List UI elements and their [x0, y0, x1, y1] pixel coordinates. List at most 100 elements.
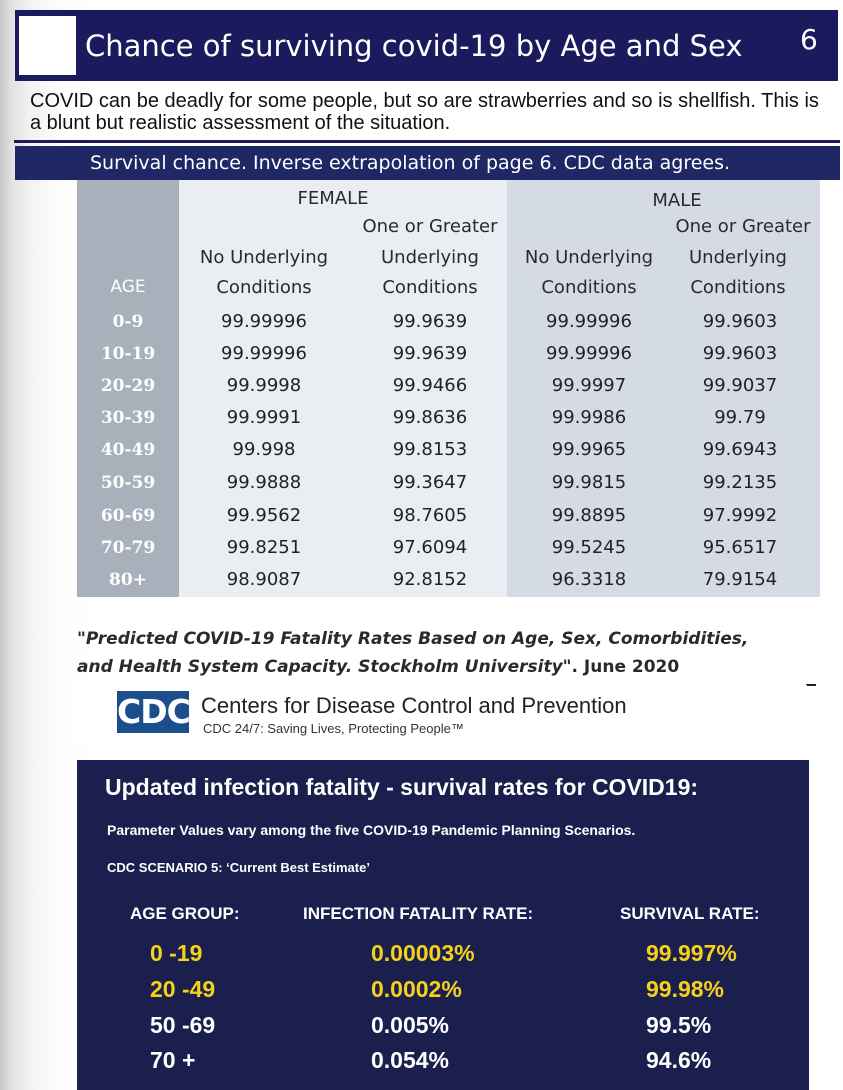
panel-ifr: 0.005%	[371, 1012, 450, 1038]
female-no-underlying-line1: No Underlying	[199, 247, 329, 268]
female-one-or-greater-value: 99.9639	[392, 311, 468, 332]
male-one-or-greater-line2: Underlying	[689, 247, 787, 268]
citation: "Predicted COVID-19 Fatality Rates Based…	[77, 625, 817, 681]
male-no-underlying-line2: Conditions	[541, 277, 637, 298]
intro-text: COVID can be deadly for some people, but…	[30, 90, 819, 134]
citation-source: and Health System Capacity. Stockholm Un…	[77, 657, 572, 677]
female-one-or-greater-line3: Conditions	[382, 277, 478, 298]
age-cell: 30-39	[100, 408, 156, 428]
female-no-underlying-value: 99.9562	[226, 505, 302, 526]
table-row: 60-69 99.9562 98.7605 99.8895 97.9992	[77, 501, 820, 533]
panel-age: 20 -49	[150, 976, 216, 1002]
male-one-or-greater-value: 99.9603	[702, 343, 778, 364]
female-one-or-greater-value: 97.6094	[392, 537, 468, 558]
cdc-survival-panel: Updated infection fatality - survival ra…	[77, 760, 809, 1090]
male-no-underlying-value: 99.99996	[546, 311, 632, 332]
panel-parameter-note: Parameter Values vary among the five COV…	[107, 822, 636, 838]
panel-ifr: 0.0002%	[371, 976, 462, 1002]
male-column-bg	[507, 180, 820, 597]
table-row: 80+ 98.9087 92.8152 96.3318 79.9154	[77, 565, 820, 597]
divider-mark	[806, 684, 816, 686]
male-no-underlying-value: 99.5245	[551, 537, 627, 558]
male-no-underlying-value: 99.9965	[551, 439, 627, 460]
female-no-underlying-value: 99.9991	[226, 407, 302, 428]
female-header: FEMALE	[297, 188, 369, 209]
female-no-underlying-value: 99.8251	[226, 537, 302, 558]
title-bar: Chance of surviving covid-19 by Age and …	[15, 10, 838, 81]
female-no-underlying-value: 99.998	[232, 439, 296, 460]
cdc-logo: CDC	[117, 691, 191, 733]
cdc-banner: CDC Centers for Disease Control and Prev…	[77, 685, 807, 743]
age-cell: 70-79	[100, 538, 156, 558]
male-one-or-greater-value: 99.9037	[702, 375, 778, 396]
age-cell: 50-59	[100, 473, 156, 493]
citation-date: . June 2020	[571, 657, 680, 677]
female-one-or-greater-value: 99.9466	[392, 375, 468, 396]
female-no-underlying-value: 98.9087	[226, 569, 302, 590]
panel-scenario: CDC SCENARIO 5: ‘Current Best Estimate’	[107, 860, 370, 875]
panel-survival: 99.997%	[646, 940, 737, 966]
panel-title: Updated infection fatality - survival ra…	[105, 774, 699, 800]
col-age-group: AGE GROUP:	[130, 904, 240, 923]
female-one-or-greater-value: 99.8153	[392, 439, 468, 460]
female-no-underlying-value: 99.99996	[221, 311, 307, 332]
age-cell: 10-19	[100, 344, 156, 364]
age-column-bg	[77, 180, 179, 597]
panel-row: 0 -19 0.00003% 99.997%	[77, 940, 809, 976]
age-cell: 20-29	[100, 376, 156, 396]
intro-divider	[14, 140, 840, 143]
female-one-or-greater-value: 99.9639	[392, 343, 468, 364]
table-row: 10-19 99.99996 99.9639 99.99996 99.9603	[77, 339, 820, 371]
title-white-box	[19, 16, 76, 75]
male-one-or-greater-value: 95.6517	[702, 537, 778, 558]
age-cell: 40-49	[100, 440, 156, 460]
col-infection-fatality-rate: INFECTION FATALITY RATE:	[303, 904, 534, 923]
table-row: 20-29 99.9998 99.9466 99.9997 99.9037	[77, 371, 820, 403]
female-no-underlying-value: 99.99996	[221, 343, 307, 364]
male-no-underlying-value: 99.9815	[551, 472, 627, 493]
female-no-underlying-line2: Conditions	[216, 277, 312, 298]
panel-survival: 99.98%	[646, 976, 725, 1002]
female-one-or-greater-line1: One or Greater	[362, 216, 498, 237]
male-no-underlying-value: 96.3318	[551, 569, 627, 590]
panel-survival: 99.5%	[646, 1012, 712, 1038]
male-no-underlying-value: 99.99996	[546, 343, 632, 364]
female-one-or-greater-value: 92.8152	[392, 569, 468, 590]
male-one-or-greater-line1: One or Greater	[675, 216, 811, 237]
male-no-underlying-value: 99.9997	[551, 375, 627, 396]
table-row: 70-79 99.8251 97.6094 99.5245 95.6517	[77, 533, 820, 565]
male-no-underlying-value: 99.9986	[551, 407, 627, 428]
panel-age: 50 -69	[150, 1012, 216, 1038]
cdc-name: Centers for Disease Control and Preventi…	[201, 693, 627, 718]
age-cell: 80+	[109, 570, 147, 590]
female-one-or-greater-value: 99.3647	[392, 472, 468, 493]
male-no-underlying-value: 99.8895	[551, 505, 627, 526]
female-no-underlying-value: 99.9998	[226, 375, 302, 396]
female-one-or-greater-value: 99.8636	[392, 407, 468, 428]
page-title: Chance of surviving covid-19 by Age and …	[85, 29, 743, 63]
female-one-or-greater-line2: Underlying	[381, 247, 479, 268]
table-row: 30-39 99.9991 99.8636 99.9986 99.79	[77, 403, 820, 435]
panel-survival: 94.6%	[646, 1047, 712, 1073]
male-one-or-greater-value: 99.79	[714, 407, 766, 428]
age-cell: 60-69	[100, 506, 156, 526]
page-number: 6	[800, 23, 818, 56]
citation-line-2: and Health System Capacity. Stockholm Un…	[77, 653, 817, 681]
subtitle-text: Survival chance. Inverse extrapolation o…	[90, 152, 731, 174]
subtitle-bar: Survival chance. Inverse extrapolation o…	[15, 146, 840, 180]
panel-ifr: 0.054%	[371, 1047, 450, 1073]
panel-age: 70 +	[150, 1047, 196, 1073]
male-one-or-greater-value: 99.6943	[702, 439, 778, 460]
cdc-tagline: CDC 24/7: Saving Lives, Protecting Peopl…	[203, 721, 464, 736]
age-header: AGE	[110, 277, 146, 297]
male-one-or-greater-value: 79.9154	[702, 569, 778, 590]
table-row: 50-59 99.9888 99.3647 99.9815 99.2135	[77, 468, 820, 500]
male-one-or-greater-value: 99.9603	[702, 311, 778, 332]
col-survival-rate: SURVIVAL RATE:	[620, 904, 760, 923]
panel-age: 0 -19	[150, 940, 203, 966]
citation-line-1: "Predicted COVID-19 Fatality Rates Based…	[77, 629, 749, 649]
male-header: MALE	[652, 190, 702, 211]
male-no-underlying-line1: No Underlying	[524, 247, 654, 268]
table-row: 40-49 99.998 99.8153 99.9965 99.6943	[77, 435, 820, 467]
panel-row: 20 -49 0.0002% 99.98%	[77, 976, 809, 1012]
